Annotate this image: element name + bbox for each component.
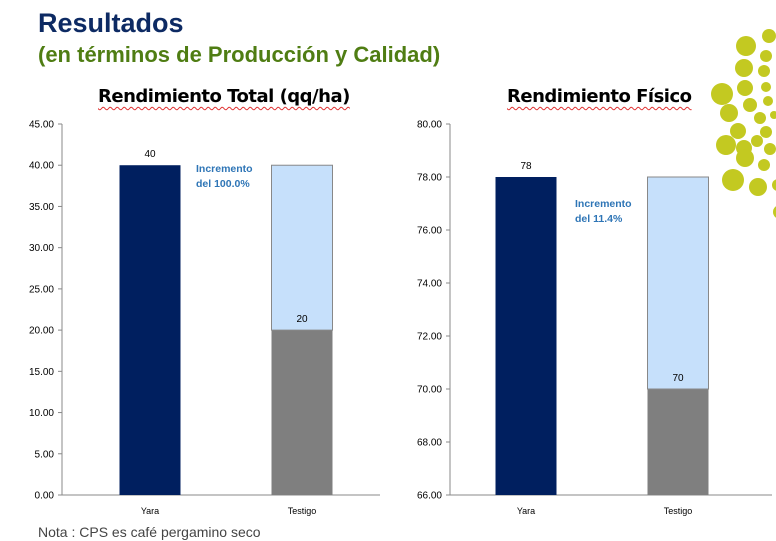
y-tick-label: 15.00 (29, 367, 54, 378)
y-tick-label: 72.00 (417, 332, 442, 343)
slide-subtitle: (en términos de Producción y Calidad) (38, 42, 441, 67)
y-tick-label: 80.00 (417, 120, 442, 131)
y-tick-label: 74.00 (417, 279, 442, 290)
y-tick-label: 20.00 (29, 326, 54, 337)
slide-title: Resultados (38, 8, 184, 38)
data-label: 40 (144, 149, 156, 160)
y-tick-label: 25.00 (29, 284, 54, 295)
x-tick-label: Testigo (664, 506, 693, 516)
bar-testigo (647, 389, 709, 495)
chart-title-rendimiento-fisico: Rendimiento Físico (507, 86, 692, 107)
y-tick-label: 35.00 (29, 202, 54, 213)
bar-increment-testigo (271, 164, 333, 331)
increment-annotation: del 11.4% (575, 213, 623, 225)
y-tick-label: 0.00 (35, 491, 55, 502)
y-tick-label: 5.00 (35, 449, 55, 460)
y-tick-label: 40.00 (29, 161, 54, 172)
data-label: 78 (520, 161, 532, 172)
y-tick-label: 70.00 (417, 385, 442, 396)
bar-testigo (271, 330, 333, 495)
x-tick-label: Testigo (288, 506, 317, 516)
y-tick-label: 10.00 (29, 408, 54, 419)
increment-annotation: Incremento (196, 163, 253, 175)
y-tick-label: 68.00 (417, 438, 442, 449)
data-label: 20 (296, 314, 308, 325)
y-tick-label: 66.00 (417, 491, 442, 502)
y-tick-label: 78.00 (417, 173, 442, 184)
bar-yara (495, 177, 557, 495)
x-tick-label: Yara (517, 506, 535, 516)
x-tick-label: Yara (141, 506, 159, 516)
increment-annotation: Incremento (575, 198, 632, 210)
y-tick-label: 45.00 (29, 120, 54, 131)
y-tick-label: 30.00 (29, 243, 54, 254)
bar-yara (119, 165, 181, 495)
footnote: Nota : CPS es café pergamino seco (38, 524, 261, 540)
data-label: 70 (672, 373, 684, 384)
y-tick-label: 76.00 (417, 226, 442, 237)
increment-annotation: del 100.0% (196, 178, 250, 190)
chart-title-rendimiento-total: Rendimiento Total (qq/ha) (98, 86, 350, 107)
bar-increment-testigo (647, 176, 709, 390)
